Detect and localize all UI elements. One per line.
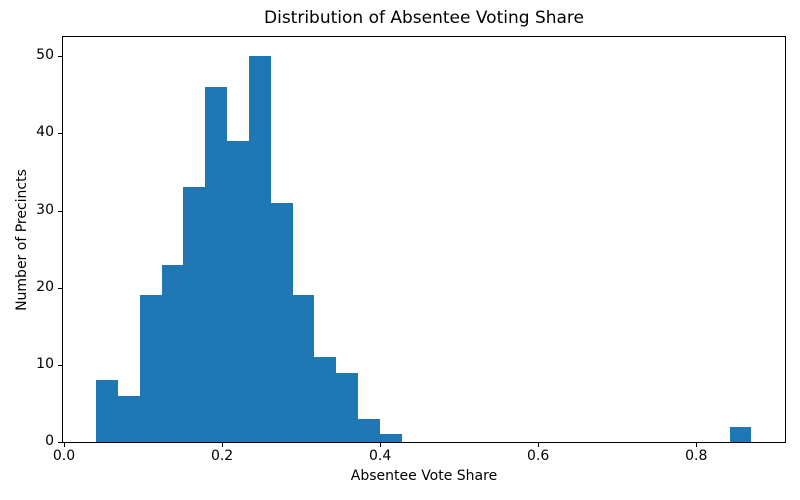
x-tick-label: 0.6 (527, 448, 550, 464)
chart-title: Distribution of Absentee Voting Share (264, 8, 584, 28)
histogram-bar (95, 380, 118, 442)
histogram-bar (380, 434, 402, 442)
histogram-bar (227, 141, 249, 442)
y-tick-label: 10 (36, 355, 54, 372)
x-tick-label: 0.4 (368, 448, 392, 464)
x-tick-mark (696, 443, 698, 447)
histogram-bar (336, 372, 359, 442)
x-tick-mark (64, 443, 66, 447)
histogram-bar (248, 56, 271, 442)
x-tick-label: 0.8 (685, 448, 708, 464)
x-tick-label: 0.2 (210, 448, 234, 464)
y-tick-label: 30 (36, 201, 54, 218)
y-tick-mark (58, 364, 62, 366)
histogram-bar (139, 295, 162, 442)
y-tick-label: 50 (36, 47, 54, 64)
x-tick-label: 0.0 (52, 448, 76, 464)
histogram-bar (358, 418, 380, 442)
y-tick-mark (58, 287, 62, 289)
y-tick-label: 0 (45, 433, 54, 449)
plot-area (62, 36, 786, 443)
y-tick-mark (58, 56, 62, 58)
histogram-bar (205, 87, 228, 442)
y-tick-mark (58, 442, 62, 443)
histogram-bar (729, 426, 752, 442)
histogram-bar (292, 295, 315, 442)
y-tick-label: 40 (36, 124, 54, 141)
x-tick-mark (380, 443, 382, 447)
histogram-bar (183, 187, 206, 442)
histogram-bar (314, 357, 337, 442)
histogram-bar (117, 395, 140, 442)
x-axis-label: Absentee Vote Share (350, 468, 498, 484)
y-tick-mark (58, 210, 62, 212)
y-tick-mark (58, 133, 62, 135)
x-tick-mark (538, 443, 540, 447)
histogram-bar (161, 264, 184, 442)
y-tick-label: 20 (36, 278, 54, 295)
y-axis-label: Number of Precincts (14, 169, 30, 311)
histogram-bar (270, 202, 293, 442)
x-tick-mark (222, 443, 224, 447)
